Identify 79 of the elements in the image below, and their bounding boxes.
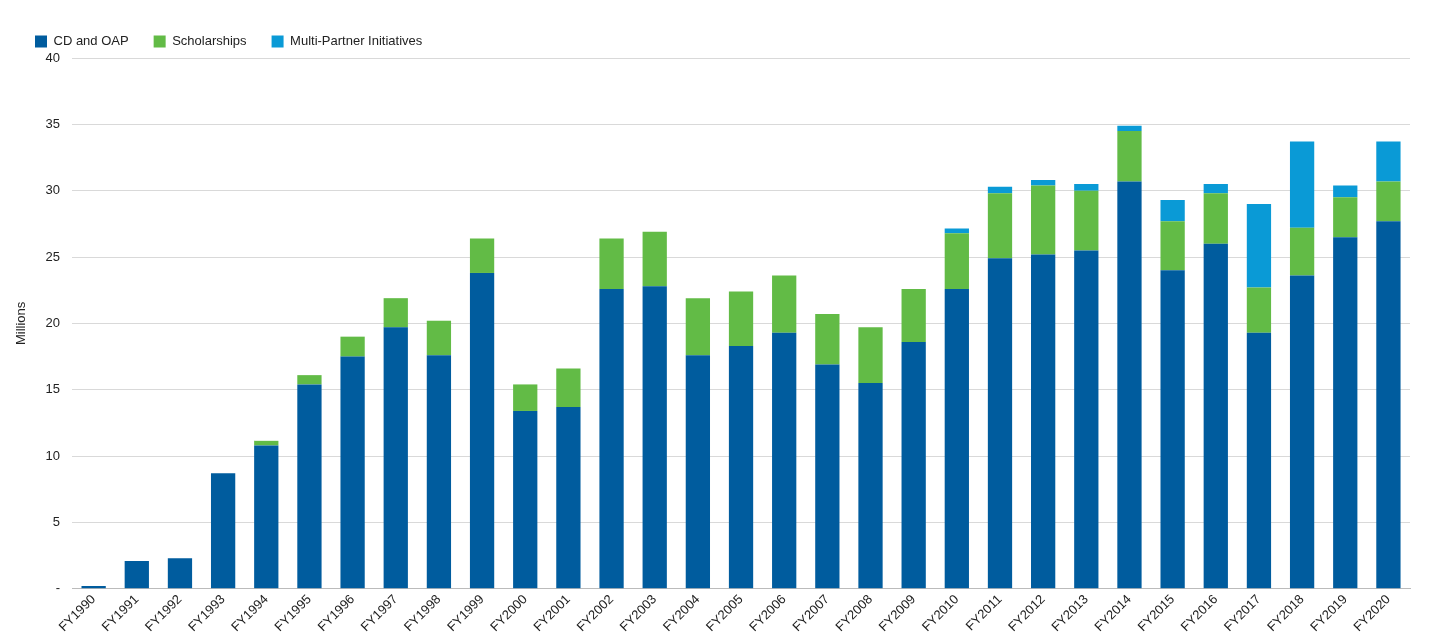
bar: [685, 298, 711, 356]
bar: [297, 375, 322, 385]
bar: [1246, 287, 1272, 333]
bar: [1031, 185, 1056, 255]
legend-label: Scholarships: [172, 33, 248, 49]
bar: [728, 291, 754, 346]
bar: [815, 314, 840, 365]
y-tick-label: 40: [45, 49, 61, 65]
bar: [426, 355, 452, 589]
bar: [1289, 141, 1315, 228]
bar: [383, 327, 408, 589]
bar: [1074, 190, 1099, 251]
bar: [1203, 193, 1228, 244]
y-tick-label: 20: [45, 314, 61, 330]
bar: [1117, 130, 1142, 182]
bar: [599, 238, 624, 289]
bar: [1289, 275, 1315, 589]
y-tick-label: 35: [45, 115, 61, 131]
bar: [944, 233, 969, 289]
bar: [1203, 184, 1228, 194]
bar: [469, 272, 495, 589]
bar: [81, 586, 106, 589]
bar: [1074, 250, 1099, 589]
legend-label: Multi-Partner Initiatives: [290, 33, 423, 49]
bar: [858, 383, 883, 589]
bar: [772, 332, 797, 589]
bar: [1031, 180, 1056, 186]
y-tick-label: -: [55, 580, 61, 596]
bar: [340, 356, 365, 589]
bar: [1031, 254, 1056, 589]
bar: [728, 345, 754, 589]
bar: [426, 320, 452, 356]
bar: [513, 410, 538, 589]
bar: [987, 258, 1013, 589]
bar: [1074, 184, 1099, 191]
bar: [254, 445, 279, 589]
bar: [1117, 181, 1142, 589]
bar: [340, 336, 365, 357]
bar: [469, 238, 495, 273]
bar: [210, 473, 236, 589]
bar: [167, 558, 193, 589]
bar: [1289, 227, 1315, 276]
y-tick-label: 10: [45, 447, 61, 463]
bar: [772, 275, 797, 333]
bar: [901, 288, 926, 342]
y-tick-label: 5: [52, 514, 61, 529]
bar: [1160, 199, 1185, 222]
bar: [944, 288, 969, 589]
bar: [1160, 221, 1185, 271]
bar: [1333, 197, 1358, 238]
bar: [124, 560, 149, 589]
bar: [1376, 181, 1401, 222]
bar: [642, 286, 667, 589]
y-tick-label: 30: [45, 182, 61, 198]
bar: [1246, 203, 1272, 288]
bar: [1333, 185, 1358, 198]
bar: [599, 288, 624, 589]
bar: [901, 341, 926, 589]
bar: [642, 231, 667, 287]
bar: [556, 406, 581, 589]
bar: [987, 193, 1013, 259]
bar: [858, 327, 883, 384]
bar: [1117, 125, 1142, 131]
bar: [685, 355, 711, 589]
bar: [815, 364, 840, 589]
y-tick-label: 25: [45, 248, 61, 264]
bar: [1246, 332, 1272, 589]
bar: [383, 298, 408, 328]
bar: [1160, 270, 1185, 589]
bar: [1376, 141, 1401, 182]
bar: [1333, 237, 1358, 589]
bar: [1376, 221, 1401, 589]
bar: [513, 384, 538, 411]
bar: [297, 384, 322, 589]
y-axis-title: Millions: [13, 301, 29, 346]
bar: [1203, 243, 1228, 589]
y-tick-label: 15: [45, 381, 61, 397]
legend-label: CD and OAP: [53, 33, 129, 49]
bar: [556, 368, 581, 407]
